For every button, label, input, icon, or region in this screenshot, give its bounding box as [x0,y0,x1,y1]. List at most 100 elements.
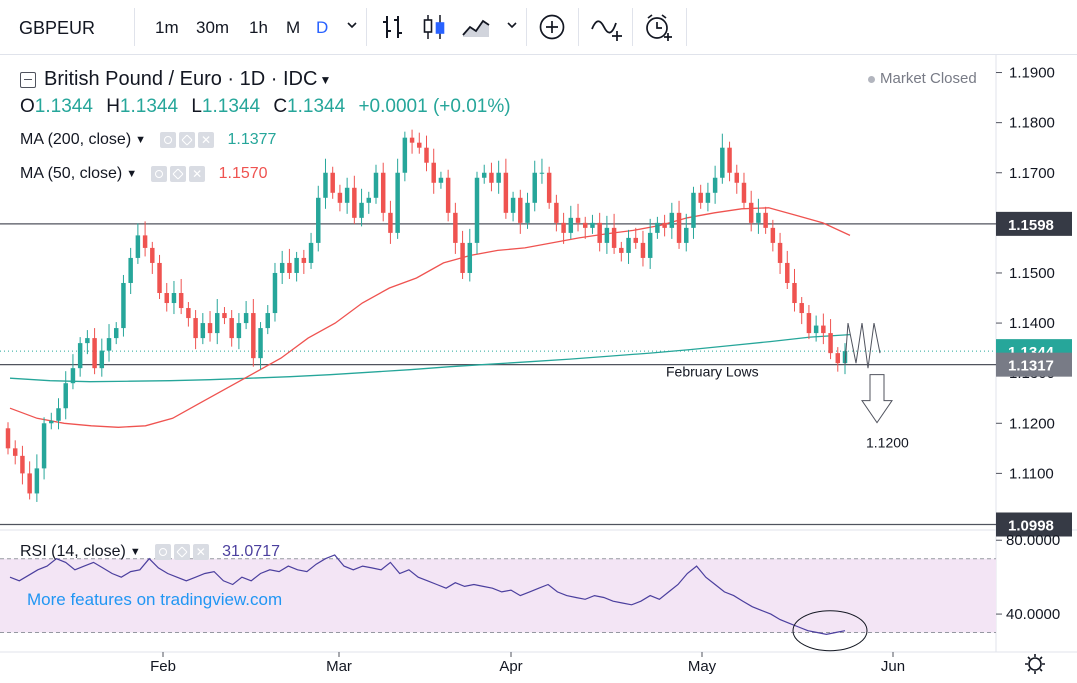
close-icon[interactable] [198,132,215,148]
candle[interactable] [113,322,119,345]
series-legend[interactable]: British Pound / Euro · 1D · IDC ▼ [20,68,331,91]
candle[interactable] [229,310,234,347]
chevron-down-icon[interactable]: ▼ [129,546,141,558]
tradingview-watermark-link[interactable]: More features on tradingview.com [27,590,283,609]
candle[interactable] [431,148,436,194]
candle[interactable] [583,216,588,239]
candle[interactable] [756,198,761,234]
candle[interactable] [193,310,198,350]
close-icon[interactable] [189,166,206,182]
candle[interactable] [518,189,523,234]
candle[interactable] [676,200,682,249]
candle[interactable] [748,190,754,232]
chart-settings-gear-icon[interactable] [1025,654,1045,674]
indicator-rsi-legend[interactable]: RSI (14, close)▼ 31.0717 [20,543,280,561]
candle[interactable] [712,165,718,204]
candle[interactable] [258,322,263,370]
chevron-down-icon[interactable] [345,18,359,37]
candle[interactable] [640,230,646,267]
candle[interactable] [417,132,422,154]
candles-style-icon[interactable] [421,13,447,46]
candle[interactable] [352,175,357,224]
candle[interactable] [792,268,797,312]
candle[interactable] [561,212,566,244]
candle[interactable] [655,216,660,239]
down-arrow-drawing[interactable] [861,374,893,424]
candle[interactable] [799,297,804,325]
candle[interactable] [669,202,675,239]
candle[interactable] [806,305,812,340]
candle[interactable] [590,214,595,234]
candle[interactable] [330,166,335,199]
candle[interactable] [251,299,256,367]
candle[interactable] [532,160,537,212]
candle[interactable] [611,213,617,254]
main-pane[interactable] [0,55,996,526]
chevron-down-icon[interactable]: ▼ [319,72,332,87]
candle[interactable] [373,164,379,204]
candle[interactable] [106,324,112,362]
candle[interactable] [647,218,653,269]
candle[interactable] [828,319,833,360]
candle[interactable] [835,347,841,372]
gear-icon[interactable] [173,544,190,560]
candle[interactable] [734,164,740,194]
candle[interactable] [164,282,169,312]
candle[interactable] [178,278,184,315]
candle[interactable] [99,338,105,377]
candle[interactable] [705,182,711,212]
chevron-down-icon[interactable]: ▼ [135,134,147,146]
gear-icon[interactable] [170,166,187,182]
gear-icon[interactable] [179,132,196,148]
visibility-eye-icon[interactable] [160,132,177,148]
candle[interactable] [763,206,768,234]
candle[interactable] [554,194,559,232]
candle[interactable] [604,215,610,254]
bars-style-icon[interactable] [381,13,407,46]
visibility-eye-icon[interactable] [151,166,168,182]
candle[interactable] [496,160,501,194]
candle[interactable] [294,251,299,282]
candle[interactable] [135,223,141,264]
candle[interactable] [467,228,473,282]
candle[interactable] [301,249,307,274]
candle[interactable] [222,307,227,325]
candle[interactable] [323,158,328,209]
candle[interactable] [453,202,458,254]
candle[interactable] [70,354,76,390]
candle[interactable] [366,191,372,214]
candle[interactable] [395,158,400,239]
indicator-ma50-legend[interactable]: MA (50, close)▼ 1.1570 [20,165,268,183]
candle[interactable] [380,162,386,222]
candle[interactable] [41,417,47,480]
candle[interactable] [785,250,790,289]
candle[interactable] [265,305,270,335]
candle[interactable] [92,328,97,375]
price-chart[interactable]: 1.19001.18001.17001.16001.15001.14001.13… [0,55,1077,683]
candle[interactable] [236,313,242,350]
chevron-down-icon[interactable] [505,18,519,37]
candle[interactable] [633,227,638,249]
interval-1m-button[interactable]: 1m [155,18,179,37]
candle[interactable] [20,445,25,485]
candle[interactable] [539,158,545,184]
close-icon[interactable] [192,544,209,560]
visibility-eye-icon[interactable] [154,544,171,560]
candle[interactable] [460,230,465,279]
candle[interactable] [575,203,581,232]
candle[interactable] [619,241,624,262]
candle[interactable] [698,184,703,209]
candle[interactable] [121,274,126,337]
candle[interactable] [49,412,54,430]
candle[interactable] [128,247,133,295]
candle[interactable] [445,169,451,222]
candle[interactable] [316,185,321,252]
candle[interactable] [12,440,18,465]
candle[interactable] [207,311,213,342]
candle[interactable] [474,171,480,254]
candle[interactable] [691,186,696,239]
candle[interactable] [489,162,494,192]
add-compare-icon[interactable] [538,13,566,46]
candle[interactable] [63,371,68,420]
candle[interactable] [56,398,61,430]
